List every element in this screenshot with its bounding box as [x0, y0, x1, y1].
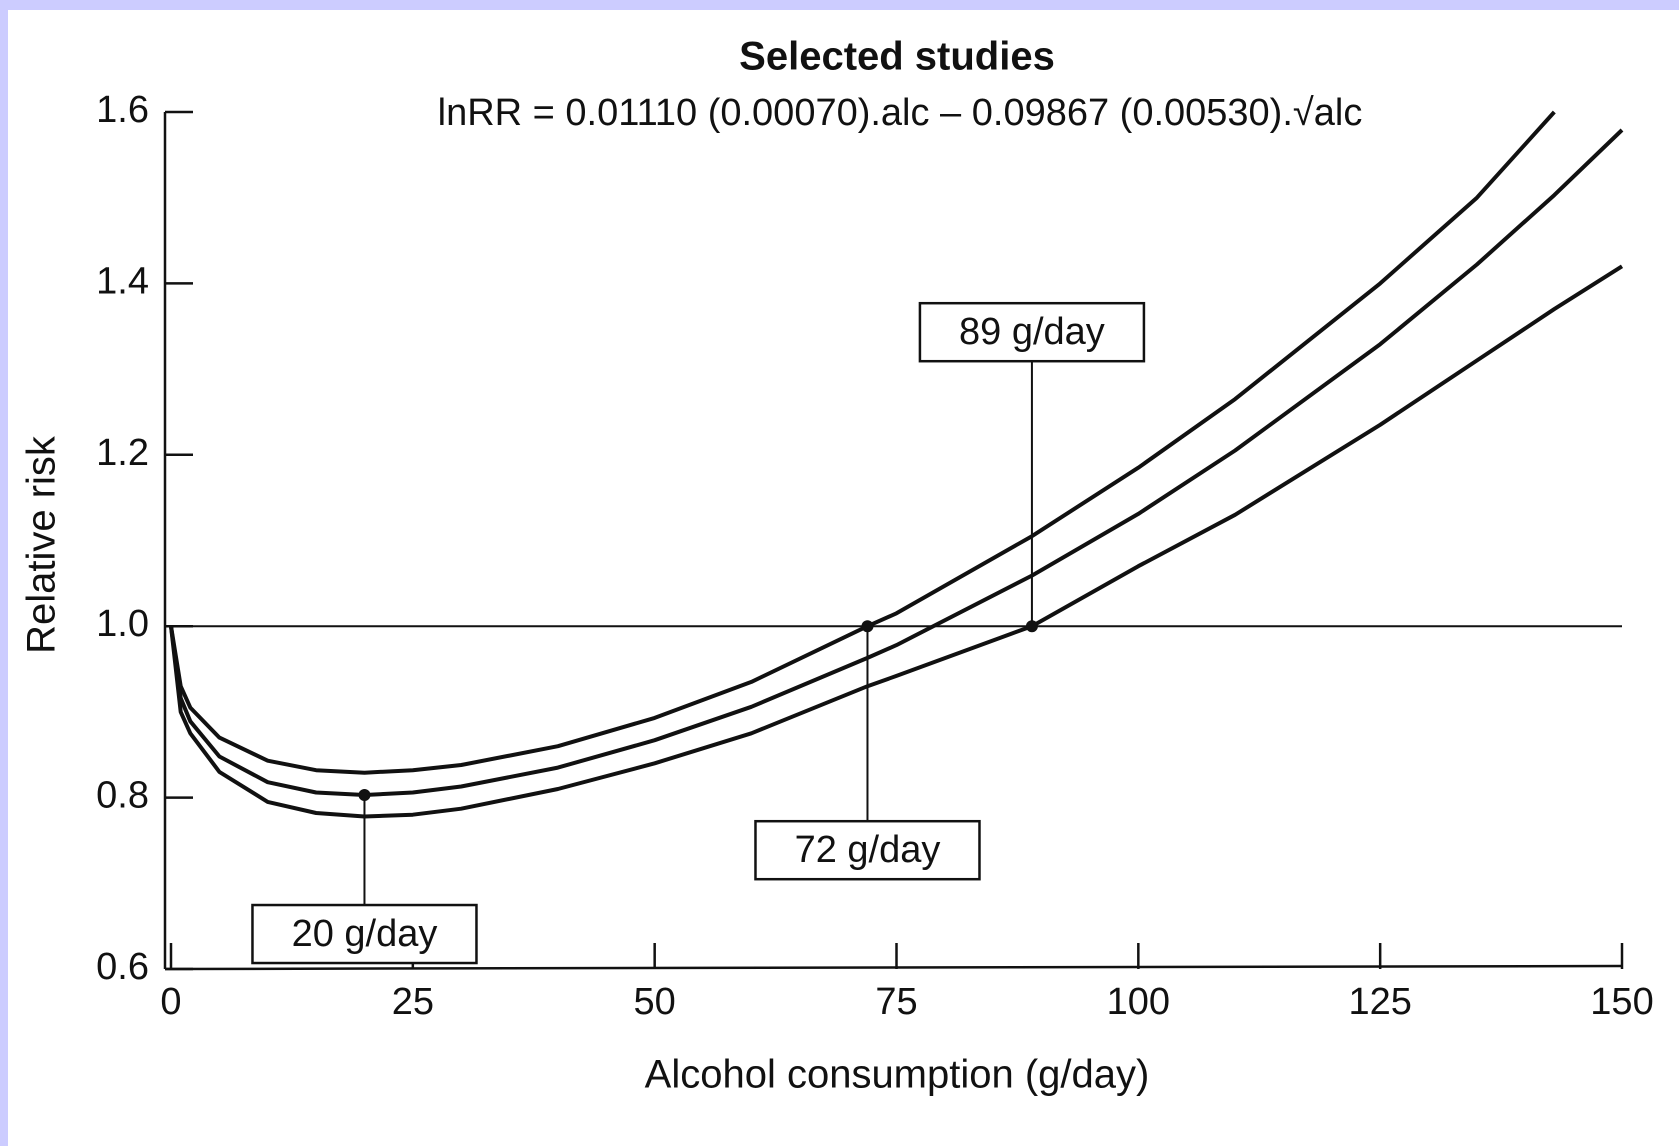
- chart-title: Selected studies: [739, 35, 1055, 79]
- x-tick-label: 25: [392, 981, 434, 1023]
- y-axis-label: Relative risk: [20, 435, 64, 654]
- annotation-label: 20 g/day: [292, 913, 438, 955]
- y-tick-label: 1.4: [96, 260, 149, 302]
- x-tick-label: 75: [875, 981, 917, 1023]
- y-tick-label: 1.0: [96, 603, 149, 645]
- x-tick-label: 150: [1590, 981, 1653, 1023]
- chart-background: [8, 10, 1679, 1146]
- x-tick-label: 125: [1348, 981, 1411, 1023]
- y-tick-label: 0.6: [96, 946, 149, 988]
- annotation-point: [1025, 620, 1038, 633]
- y-tick-label: 1.6: [96, 89, 149, 131]
- line-series: [169, 128, 1624, 797]
- line-series: [169, 110, 1556, 775]
- annotation-label: 89 g/day: [959, 311, 1105, 353]
- annotation-box: [918, 301, 1146, 363]
- annotation-label: 72 g/day: [795, 829, 941, 871]
- y-tick-label: 0.8: [96, 775, 149, 817]
- chart-subtitle: lnRR = 0.01110 (0.00070).alc – 0.09867 (…: [438, 92, 1363, 134]
- annotation-point: [358, 789, 371, 802]
- y-tick-label: 1.2: [96, 432, 149, 474]
- annotation-box: [754, 819, 981, 881]
- annotation-point: [861, 620, 874, 633]
- line-series: [169, 264, 1624, 819]
- x-tick-label: 100: [1107, 981, 1170, 1023]
- x-tick-label: 0: [160, 981, 181, 1023]
- annotation-box: [251, 903, 478, 965]
- x-tick-label: 50: [634, 981, 676, 1023]
- x-axis-label: Alcohol consumption (g/day): [645, 1053, 1150, 1097]
